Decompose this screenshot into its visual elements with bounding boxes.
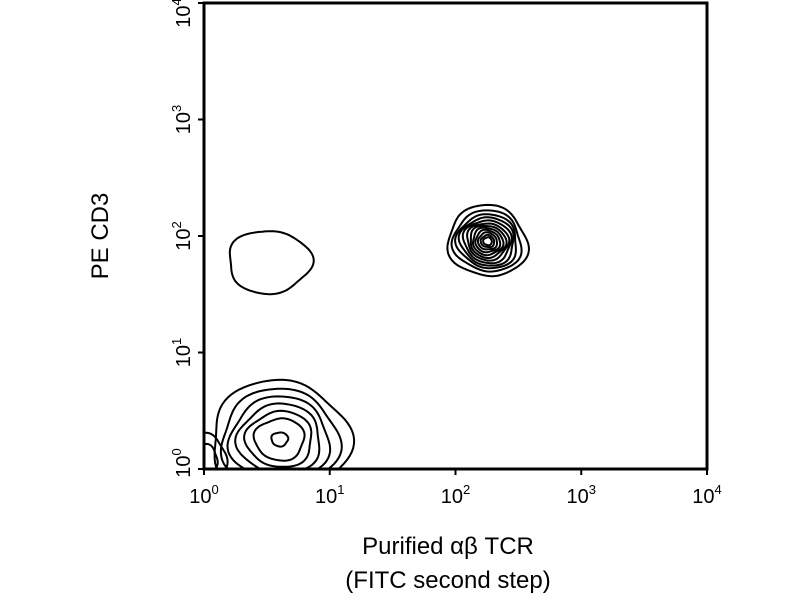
- y-tick-label-1: 101: [169, 338, 195, 367]
- y-tick-label-4: 104: [169, 0, 195, 28]
- contour-line-pop0-level8: [474, 228, 502, 254]
- contour-line-pop1-level0: [228, 230, 315, 296]
- y-tick-marks: [198, 2, 204, 470]
- contour-line-pop0-level3: [457, 216, 515, 267]
- y-tick-label-0: 100: [169, 448, 195, 477]
- contour-line-pop0-level4: [461, 219, 513, 265]
- contour-line-pop0-level2: [454, 213, 517, 270]
- contour-line-pop2-level2: [226, 395, 332, 469]
- contour-line-pop0-level9: [476, 231, 498, 251]
- contour-line-pop2-level4: [243, 409, 313, 468]
- x-tick-label-1: 101: [315, 482, 344, 508]
- y-tick-labels: 100 101 102 103 104: [169, 0, 195, 478]
- contour-line-pop0-level1: [450, 209, 523, 273]
- y-axis-title: PE CD3: [87, 193, 114, 280]
- contour-line-pop0-level5: [466, 222, 511, 262]
- contour-line-pop0-level11: [482, 236, 493, 247]
- y-tick-label-3: 103: [169, 105, 195, 134]
- x-tick-labels: 100 101 102 103 104: [189, 482, 721, 508]
- x-tick-label-2: 102: [441, 482, 470, 508]
- contour-line-pop0-level7: [472, 226, 505, 257]
- contour-line-pop2-level3: [234, 402, 321, 469]
- contour-line-pop3-level1: [204, 442, 219, 469]
- x-tick-label-0: 100: [189, 482, 218, 508]
- contour-layer: [204, 203, 530, 469]
- contour-line-pop2-level6: [270, 431, 290, 448]
- contour-line-pop0-level6: [469, 225, 508, 259]
- contour-line-pop2-level1: [219, 387, 343, 469]
- contour-line-pop0-level0: [446, 203, 530, 278]
- x-axis-title-line1: Purified αβ TCR: [362, 533, 534, 560]
- contour-line-pop3-level0: [204, 431, 229, 469]
- x-tick-label-4: 104: [692, 482, 721, 508]
- contour-line-pop0-level10: [479, 233, 496, 249]
- x-tick-label-3: 103: [567, 482, 596, 508]
- contour-line-pop2-level5: [252, 417, 306, 462]
- x-axis-title-line2: (FITC second step): [345, 567, 550, 594]
- y-tick-label-2: 102: [169, 221, 195, 250]
